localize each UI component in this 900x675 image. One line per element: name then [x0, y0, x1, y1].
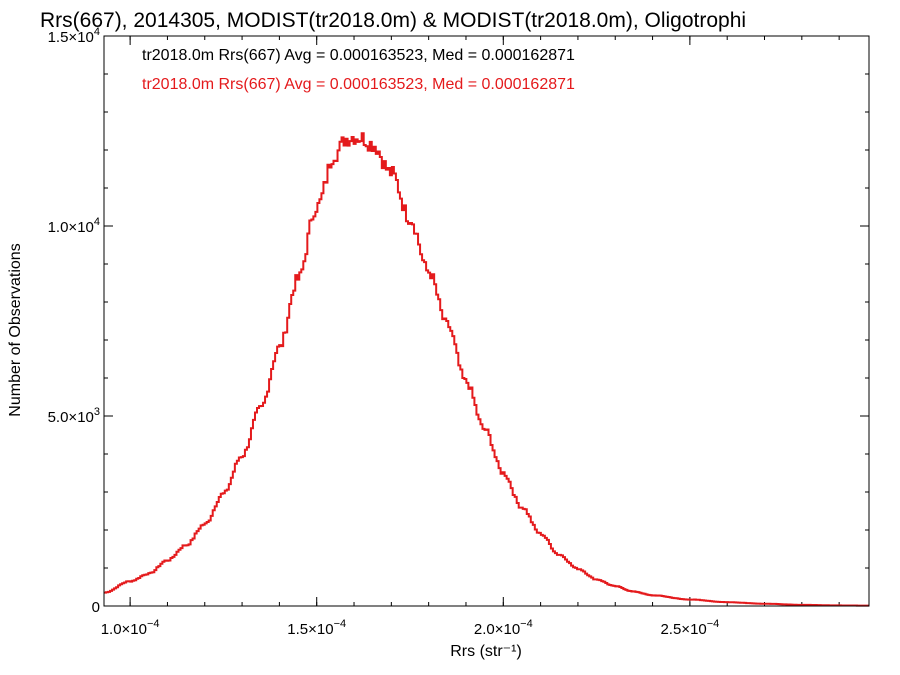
legend-entry-1: tr2018.0m Rrs(667) Avg = 0.000163523, Me…	[142, 47, 575, 64]
series-layer	[104, 132, 869, 607]
plot-frame	[103, 35, 870, 607]
x-axis-title: Rrs (str⁻¹)	[450, 643, 522, 660]
series-line-0	[104, 132, 869, 607]
x-tick-label-2-exponent: −4	[520, 618, 533, 630]
chart-title: Rrs(667), 2014305, MODIST(tr2018.0m) & M…	[40, 9, 746, 32]
x-tick-label-1-mantissa: 1.5×10	[287, 621, 333, 638]
tick-labels: 1.0×10−4 1.5×10−4 2.0×10−4 2.5×10−405.0×103…	[48, 26, 720, 638]
x-tick-label-3: 2.5×10−4	[660, 618, 719, 638]
y-tick-label-1-exponent: 3	[94, 406, 100, 418]
y-axis-title-group: Number of Observations	[7, 243, 24, 416]
x-tick-label-3-exponent: −4	[707, 618, 720, 630]
x-tick-label-0: 1.0×10−4	[101, 618, 160, 638]
y-tick-label-2-exponent: 4	[94, 216, 100, 228]
y-tick-label-2-mantissa: 1.0×10	[48, 219, 94, 236]
y-tick-label-1: 5.0×103	[48, 406, 100, 426]
y-tick-label-0: 0	[92, 599, 100, 616]
x-tick-label-0-exponent: −4	[147, 618, 160, 630]
axis-ticks	[104, 35, 869, 607]
y-tick-label-3: 1.5×104	[48, 26, 100, 46]
y-tick-label-3-mantissa: 1.5×10	[48, 29, 94, 46]
x-tick-label-0-mantissa: 1.0×10	[101, 621, 147, 638]
y-tick-label-1-mantissa: 5.0×10	[48, 409, 94, 426]
x-tick-label-1: 1.5×10−4	[287, 618, 346, 638]
y-tick-label-3-exponent: 4	[94, 26, 100, 38]
x-tick-label-2: 2.0×10−4	[474, 618, 533, 638]
legend-entry-2: tr2018.0m Rrs(667) Avg = 0.000163523, Me…	[142, 76, 575, 93]
x-tick-label-3-mantissa: 2.5×10	[660, 621, 706, 638]
y-tick-label-2: 1.0×104	[48, 216, 100, 236]
y-axis-title: Number of Observations	[7, 243, 24, 416]
y-tick-label-0-mantissa: 0	[92, 599, 100, 616]
x-tick-label-1-exponent: −4	[334, 618, 347, 630]
x-tick-label-2-mantissa: 2.0×10	[474, 621, 520, 638]
